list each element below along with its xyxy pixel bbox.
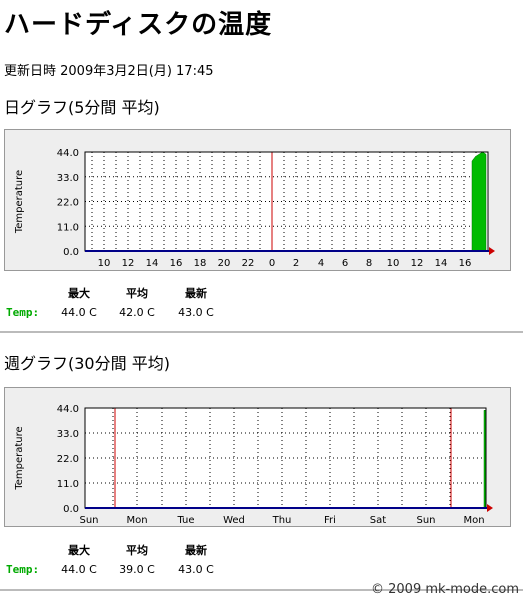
x-tick-label: 6 (342, 258, 348, 269)
x-tick-label: Sun (79, 515, 98, 526)
temperature-area (471, 151, 487, 252)
x-tick-label: Thu (272, 515, 292, 526)
y-tick-label: 22.0 (57, 454, 79, 465)
x-tick-label: Sun (416, 515, 435, 526)
y-tick-label: 44.0 (57, 148, 79, 159)
x-tick-label: Mon (126, 515, 147, 526)
x-tick-label: 0 (269, 258, 275, 269)
daily-graph-heading: 日グラフ(5分間 平均) (4, 98, 160, 117)
daily-stats: 最大 平均 最新 Temp: 44.0 C 42.0 C 43.0 C (4, 285, 234, 325)
section-divider (0, 331, 523, 333)
stats-value-avg: 42.0 C (119, 306, 155, 319)
stats-label-temp: Temp: (6, 306, 40, 319)
x-tick-label: 14 (435, 258, 448, 269)
section-divider (0, 589, 523, 591)
x-tick-label: 16 (459, 258, 472, 269)
y-tick-label: 44.0 (57, 404, 79, 415)
stats-header-max: 最大 (68, 544, 90, 557)
y-tick-label: 11.0 (57, 222, 79, 233)
x-tick-label: 8 (366, 258, 372, 269)
x-tick-label: 14 (146, 258, 159, 269)
y-tick-label: 11.0 (57, 479, 79, 490)
weekly-graph-heading: 週グラフ(30分間 平均) (4, 354, 170, 373)
stats-value-latest: 43.0 C (178, 306, 214, 319)
copyright-notice: © 2009 mk-mode.com (371, 582, 519, 597)
axis-arrow (489, 247, 495, 255)
x-tick-label: 12 (122, 258, 135, 269)
stats-value-latest: 43.0 C (178, 563, 214, 576)
y-tick-label: 0.0 (63, 247, 79, 258)
y-tick-label: 33.0 (57, 173, 79, 184)
stats-value-max: 44.0 C (61, 563, 97, 576)
y-tick-label: 33.0 (57, 429, 79, 440)
x-tick-label: 10 (387, 258, 400, 269)
weekly-stats: 最大 平均 最新 Temp: 44.0 C 39.0 C 43.0 C (4, 542, 234, 582)
x-tick-label: 18 (194, 258, 207, 269)
stats-header-avg: 平均 (126, 544, 148, 557)
y-tick-label: 22.0 (57, 198, 79, 209)
stats-header-latest: 最新 (185, 287, 207, 300)
daily-chart-svg: 0.0 11.0 22.0 33.0 44.0 10 12 14 16 18 20 22 0 2 4 6 8 10… (14, 148, 495, 269)
x-tick-label: Wed (223, 515, 245, 526)
x-tick-label: 10 (98, 258, 111, 269)
stats-value-max: 44.0 C (61, 306, 97, 319)
x-tick-label: 20 (218, 258, 231, 269)
stats-header-avg: 平均 (126, 287, 148, 300)
weekly-temperature-chart: 0.0 11.0 22.0 33.0 44.0 Sun Mon Tue Wed Thu Fri Sat… (4, 387, 511, 527)
y-axis-label: Temperature (14, 426, 25, 490)
x-tick-label: Fri (324, 515, 336, 526)
y-axis-label: Temperature (14, 170, 25, 234)
daily-temperature-chart: 0.0 11.0 22.0 33.0 44.0 10 12 14 16 18 20 22 0 2 4 6 8 10… (4, 129, 511, 271)
stats-header-max: 最大 (68, 287, 90, 300)
weekly-chart-svg: 0.0 11.0 22.0 33.0 44.0 Sun Mon Tue Wed Thu Fri Sat… (14, 404, 493, 526)
axis-arrow (487, 504, 493, 512)
updated-timestamp: 更新日時 2009年3月2日(月) 17:45 (4, 64, 214, 79)
page-title: ハードディスクの温度 (4, 10, 273, 40)
stats-value-avg: 39.0 C (119, 563, 155, 576)
x-tick-label: Mon (463, 515, 484, 526)
stats-header-latest: 最新 (185, 544, 207, 557)
x-tick-label: 4 (318, 258, 324, 269)
x-tick-label: 22 (242, 258, 255, 269)
x-tick-label: 2 (293, 258, 299, 269)
y-tick-label: 0.0 (63, 504, 79, 515)
stats-label-temp: Temp: (6, 563, 40, 576)
x-tick-label: Tue (176, 515, 194, 526)
x-tick-label: Sat (370, 515, 386, 526)
x-tick-label: 16 (170, 258, 183, 269)
x-tick-label: 12 (411, 258, 424, 269)
